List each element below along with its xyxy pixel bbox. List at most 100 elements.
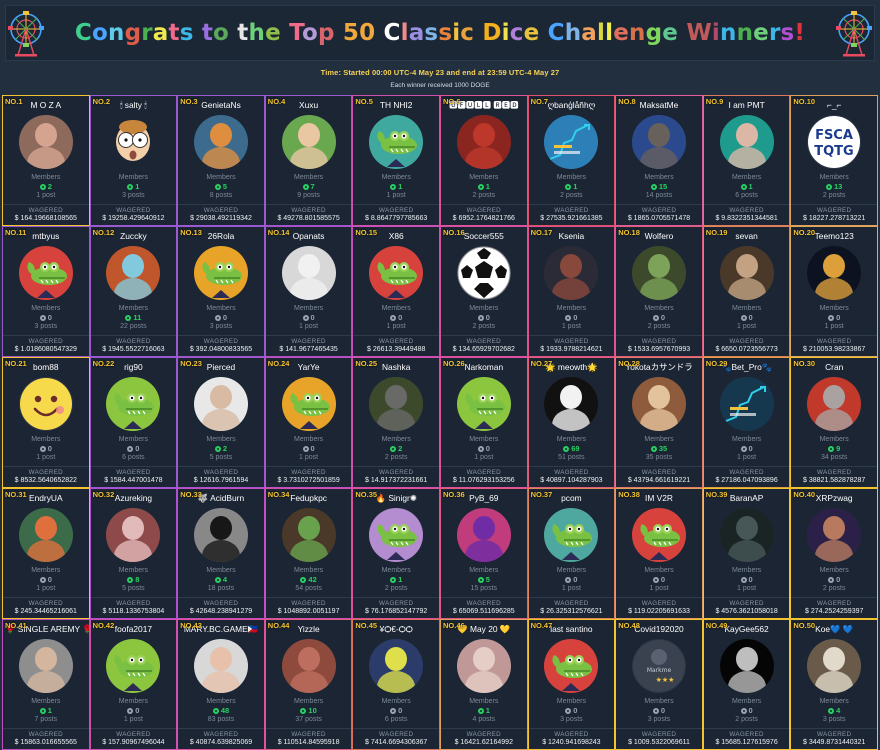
winner-card[interactable]: NO.48 Covid192020 Markme ★★★ Members 0 3 posts… bbox=[615, 619, 703, 750]
wagered-value: $ 26.325312576621 bbox=[540, 608, 603, 615]
members-value: 4 bbox=[836, 706, 841, 715]
members-label: Members bbox=[556, 305, 586, 312]
avatar bbox=[544, 377, 599, 431]
winner-card[interactable]: NO.12 Zuccky Members 11 22 posts WAGERED $ 194… bbox=[89, 226, 178, 357]
rank-badge: NO.17 bbox=[530, 228, 553, 237]
winner-card[interactable]: NO.16 Soccer555 Members 0 2 posts WAGERED $ 13… bbox=[439, 226, 528, 357]
avatar bbox=[281, 508, 336, 562]
wagered-box: WAGERED $ 164.19668108565 bbox=[3, 204, 89, 225]
winner-card[interactable]: NO.47 last santino Members 0 3 posts WAGERED $… bbox=[527, 619, 616, 750]
winner-card[interactable]: NO.38 IM V2R Members 0 1 post WAGERED $ 119.02… bbox=[615, 488, 703, 619]
avatar bbox=[544, 115, 599, 169]
winner-card[interactable]: NO.6 🆄🅵🆄🅻🅻 🆁🅴🅳 Members 1 2 posts WAGERED $ 695… bbox=[439, 95, 528, 226]
winner-card[interactable]: NO.19 sevan Members 0 1 post WAGERED $ 6650.07… bbox=[702, 226, 791, 357]
member-dot-icon bbox=[212, 708, 219, 714]
winner-card[interactable]: NO.31 EndryUA Members 0 1 post WAGERED $ 245.3… bbox=[2, 488, 90, 619]
winner-card[interactable]: NO.20 Teemo123 Members 0 1 post WAGERED $ 2100… bbox=[790, 226, 878, 357]
avatar-wrapper bbox=[91, 636, 177, 696]
winner-card[interactable]: NO.37 pcom Members 0 1 post WAGERED $ 26.32531… bbox=[527, 488, 616, 619]
rank-badge: NO.3 bbox=[180, 97, 198, 106]
members-label: Members bbox=[381, 174, 411, 181]
winner-card[interactable]: NO.26 Narkoman Members 0 1 post WAGERED $ 11.0… bbox=[439, 357, 528, 488]
avatar-wrapper bbox=[704, 636, 790, 696]
winner-card[interactable]: NO.22 rig90 Members 0 6 posts WAGERED $ 1584.4… bbox=[89, 357, 178, 488]
posts-count: 2 posts bbox=[384, 585, 408, 592]
wagered-value: $ 6952.1764821766 bbox=[452, 215, 515, 222]
winner-card[interactable]: NO.17 Ksenia Members 0 1 post WAGERED $ 1933.9… bbox=[527, 226, 616, 357]
winner-card[interactable]: NO.10 ⌐_⌐ FSCA TQTG Members 13 2 posts WAGERED $… bbox=[790, 95, 878, 226]
posts-count: 3 posts bbox=[209, 323, 233, 330]
winner-card[interactable]: NO.49 KayGee562 Members 0 2 posts WAGERED $ 15… bbox=[702, 619, 791, 750]
winner-card[interactable]: NO.40 XRPzwag Members 0 2 posts WAGERED $ 274.… bbox=[790, 488, 878, 619]
winner-username: Ksenia bbox=[558, 231, 585, 241]
winner-card[interactable]: NO.4 Xuxu Members 7 9 posts WAGERED $ 49278.80… bbox=[264, 95, 353, 226]
member-dot-icon bbox=[127, 184, 134, 190]
members-label: Members bbox=[732, 698, 762, 705]
winner-username: Narkoman bbox=[464, 362, 504, 372]
wagered-label: WAGERED bbox=[466, 731, 501, 738]
wagered-label: WAGERED bbox=[641, 469, 677, 476]
member-dot-icon bbox=[740, 315, 747, 321]
winner-card[interactable]: NO.44 Yizzle Members 10 37 posts WAGERED $ 110… bbox=[264, 619, 353, 750]
rank-badge: NO.9 bbox=[705, 97, 724, 106]
winner-card[interactable]: NO.36 PyB_69 Members 5 15 posts WAGERED $ 6506… bbox=[439, 488, 528, 619]
winner-card[interactable]: NO.7 ღbanģlåñhღ Members 1 2 posts WAGERED $ 27… bbox=[527, 95, 616, 226]
winner-card[interactable]: NO.28 Yokotaカサンドラ Members 35 35 posts WAGERED… bbox=[615, 357, 703, 488]
winner-card[interactable]: NO.13 26Rola Members 0 3 posts WAGERED $ 392.0… bbox=[177, 226, 265, 357]
winner-card[interactable]: NO.27 🌟 meowth🌟 Members 69 51 posts WAGERED $ … bbox=[527, 357, 616, 488]
winner-card[interactable]: NO.30 Cran Members 9 34 posts WAGERED $ 38821.… bbox=[790, 357, 878, 488]
avatar bbox=[369, 246, 424, 300]
members-value: 1 bbox=[485, 182, 490, 191]
winner-card[interactable]: NO.32 Azureking Members 8 5 posts WAGERED $ 51… bbox=[89, 488, 178, 619]
wagered-box: WAGERED $ 8532.5640652822 bbox=[3, 466, 89, 487]
members-count: 48 bbox=[178, 706, 264, 715]
winner-card[interactable]: NO.33 🐺 AcidBurn Members 4 18 posts WAGERED $ … bbox=[177, 488, 265, 619]
posts-count: 3 posts bbox=[122, 192, 145, 199]
winner-card[interactable]: NO.43 MARY.BC.GAME🇵🇭 Members 48 83 posts WAGE… bbox=[177, 619, 265, 750]
avatar bbox=[369, 377, 424, 431]
winner-card[interactable]: NO.34 Fedupkpc Members 42 54 posts WAGERED $ 1… bbox=[264, 488, 353, 619]
avatar bbox=[106, 115, 161, 169]
rank-badge: NO.30 bbox=[793, 359, 816, 368]
winner-card[interactable]: NO.21 bom88 Members 0 1 post WAGERED $ 8532.56… bbox=[2, 357, 90, 488]
winner-card[interactable]: NO.23 Pierced Members 2 5 posts WAGERED $ 1261… bbox=[177, 357, 265, 488]
members-count: 0 bbox=[704, 444, 790, 453]
winner-card[interactable]: NO.14 Opanats Members 0 1 post WAGERED $ 141.9… bbox=[264, 226, 353, 357]
posts-count: 7 posts bbox=[34, 716, 58, 723]
avatar-wrapper bbox=[266, 243, 352, 303]
winner-card[interactable]: NO.11 mtbyus Members 0 3 posts WAGERED $ 1.018… bbox=[2, 226, 90, 357]
winner-username: last santino bbox=[550, 624, 593, 634]
winner-card[interactable]: NO.35 🔥 Sinigr✺ Members 1 2 posts WAGERED $ 76… bbox=[352, 488, 440, 619]
winner-card[interactable]: NO.2 🕯 salty 🕯 Members 1 3 posts WAGERED $ 192… bbox=[89, 95, 178, 226]
member-dot-icon bbox=[477, 446, 484, 452]
winner-card[interactable]: NO.41 🌹 SINGLE AREMY 🌹 Members 1 7 posts WAGE… bbox=[2, 619, 90, 750]
winner-card[interactable]: NO.3 GenietaNs Members 5 8 posts WAGERED $ 290… bbox=[177, 95, 265, 226]
winner-card[interactable]: NO.25 Nashka Members 2 2 posts WAGERED $ 14.91… bbox=[352, 357, 440, 488]
posts-count: 1 post bbox=[561, 323, 581, 330]
winner-card[interactable]: NO.24 YarYe Members 0 1 post WAGERED $ 3.73102… bbox=[264, 357, 353, 488]
wagered-box: WAGERED $ 65069.511696285 bbox=[440, 597, 527, 618]
winner-card[interactable]: NO.50 Koe💙 💙 Members 4 3 posts WAGERED $ 3449.… bbox=[790, 619, 878, 750]
member-dot-icon bbox=[390, 184, 397, 190]
winner-card[interactable]: NO.42 foofa2017 Members 0 1 post WAGERED $ 157… bbox=[89, 619, 178, 750]
wagered-box: WAGERED $ 40897.104287903 bbox=[528, 466, 615, 487]
winner-card[interactable]: NO.29 🐾Bet_Pro🐾 Members 0 1 post WAGERED $ 271… bbox=[702, 357, 791, 488]
member-dot-icon bbox=[302, 184, 309, 190]
members-value: 0 bbox=[485, 313, 490, 322]
members-label: Members bbox=[206, 305, 236, 312]
winner-username: YarYe bbox=[297, 362, 320, 372]
avatar-wrapper bbox=[353, 636, 439, 696]
winner-card[interactable]: NO.9 I am PMT Members 1 6 posts WAGERED $ 9.83… bbox=[702, 95, 791, 226]
avatar bbox=[106, 639, 161, 693]
winner-card[interactable]: NO.15 X86 Members 0 1 post WAGERED $ 26613.394… bbox=[352, 226, 440, 357]
posts-count: 5 posts bbox=[209, 454, 233, 461]
winner-card[interactable]: NO.1 M O Z A Members 2 1 post WAGERED $ 164.19… bbox=[2, 95, 90, 226]
members-count: 2 bbox=[353, 444, 439, 453]
winner-card[interactable]: NO.5 TH NHI2 Members 1 1 post WAGERED $ 8.8647… bbox=[352, 95, 440, 226]
member-dot-icon bbox=[740, 446, 747, 452]
winner-card[interactable]: NO.39 BaranAP Members 0 1 post WAGERED $ 4576.… bbox=[702, 488, 791, 619]
winner-card[interactable]: NO.18 Wolfero Members 0 2 posts WAGERED $ 1533… bbox=[615, 226, 703, 357]
winner-card[interactable]: NO.8 MaksatMe Members 15 14 posts WAGERED $ 18… bbox=[615, 95, 703, 226]
winner-card[interactable]: NO.46 💛 May 20 💛 Members 1 4 posts WAGERED $ 1… bbox=[439, 619, 528, 750]
winner-card[interactable]: NO.45 ¥Ѻ€-ѺѺ Members 0 6 posts WAGERED $ 7414.… bbox=[352, 619, 440, 750]
